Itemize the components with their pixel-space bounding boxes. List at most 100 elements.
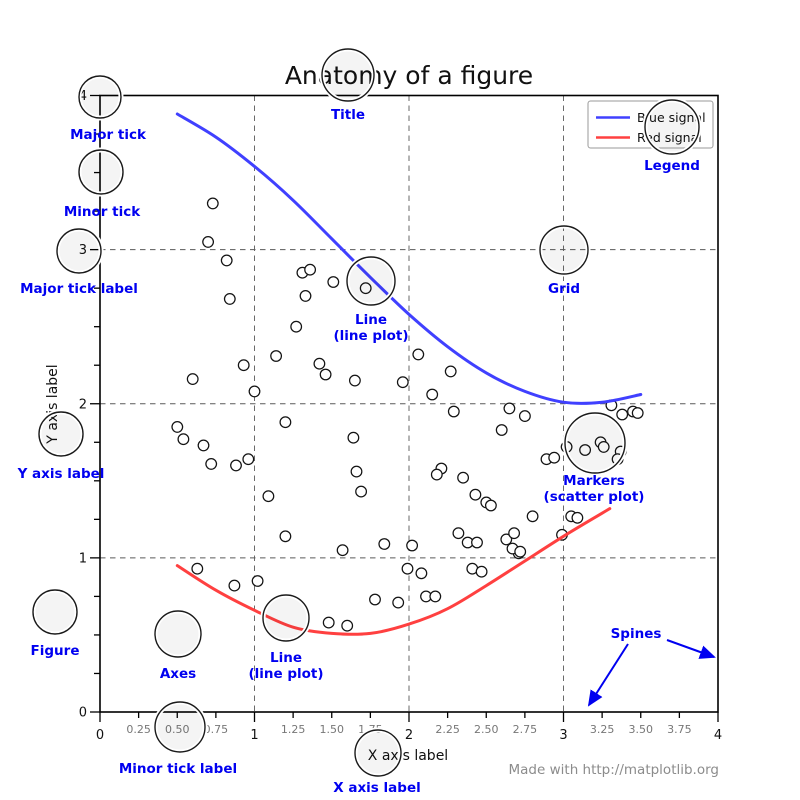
scatter-point: [430, 468, 443, 481]
annotation-circle: [38, 411, 84, 457]
x-minor-tick-label: 2.25: [435, 723, 460, 736]
legend-box: Blue signal Red signal: [587, 100, 714, 149]
scatter-point: [322, 616, 335, 629]
scatter-point: [469, 488, 482, 501]
annotation-label: (line plot): [248, 666, 323, 682]
x-major-tick-label: 4: [714, 728, 722, 743]
annotation-axes: Axes: [152, 608, 204, 682]
y-major-tick-label: 4: [79, 89, 87, 104]
annotation-minor-tick-label: Minor tick label: [119, 699, 237, 777]
annotation-title: Title: [319, 46, 377, 123]
y-major-tick-label: 1: [79, 551, 87, 566]
annotation-circle: [346, 256, 396, 306]
x-minor-tick-label: 2.75: [513, 723, 538, 736]
annotation-label: Line: [355, 312, 387, 328]
annotation-label: Legend: [644, 158, 700, 174]
annotation-label: Figure: [31, 643, 80, 659]
axis-ticks: [90, 94, 719, 722]
y-major-tick-label: 0: [79, 706, 87, 721]
scatter-point: [171, 420, 184, 433]
annotation-label: Markers: [563, 473, 625, 489]
scatter-point: [237, 359, 250, 372]
scatter-point: [270, 350, 283, 362]
scatter-point: [290, 320, 303, 333]
spines-arrow: [666, 639, 716, 659]
x-axis-label-text: X axis label: [368, 748, 448, 764]
annotation-circle: [644, 99, 700, 155]
annotation-line-lower: Line(line plot): [248, 592, 324, 682]
x-minor-tick-label: 0.25: [126, 723, 151, 736]
x-minor-tick-label: 2.50: [474, 723, 499, 736]
x-minor-tick-label: 3.75: [667, 723, 692, 736]
annotation-circle: [154, 610, 202, 658]
scatter-point: [447, 405, 460, 418]
annotation-grid: Grid: [537, 223, 591, 297]
annotation-label: Minor tick: [64, 204, 141, 220]
annotation-x-axis-label: X axis label: [333, 727, 421, 796]
annotation-major-tick-label: Major tick label: [20, 226, 138, 297]
x-minor-tick-label: 0.50: [165, 723, 190, 736]
scatter-point: [205, 457, 218, 470]
scatter-point: [526, 510, 539, 523]
scatter-point: [514, 545, 527, 558]
scatter-point: [508, 527, 521, 540]
y-axis-label-text: Y axis label: [45, 364, 61, 444]
red-signal-line: [175, 507, 612, 636]
scatter-point: [426, 388, 439, 401]
scatter-point: [313, 357, 326, 370]
legend-entry-label: Red signal: [637, 130, 702, 145]
x-minor-tick-label: 0.75: [204, 723, 229, 736]
scatter-point: [597, 440, 610, 453]
annotation-circle: [78, 75, 122, 119]
scatter-point: [579, 444, 592, 456]
annotation-label: Major tick label: [20, 281, 138, 297]
scatter-point: [412, 348, 425, 361]
scatter-point: [355, 485, 368, 498]
scatter-point: [319, 368, 332, 381]
x-minor-tick-label: 1.50: [320, 723, 345, 736]
scatter-point: [452, 527, 465, 540]
scatter-point: [475, 565, 488, 578]
x-minor-tick-label: 3.25: [590, 723, 615, 736]
scatter-point: [415, 567, 428, 580]
axes-spines: [99, 94, 719, 713]
scatter-point: [228, 579, 241, 592]
annotation-circle: [321, 48, 375, 102]
scatter-point: [471, 536, 483, 549]
scatter-point: [457, 471, 470, 484]
scatter-point: [186, 373, 199, 386]
annotation-label: Axes: [160, 666, 196, 682]
annotation-circle: [564, 412, 626, 474]
x-major-tick-label: 3: [559, 728, 567, 743]
scatter-point: [378, 538, 391, 550]
annotation-label: Y axis label: [17, 466, 105, 482]
x-minor-tick-label: 3.50: [629, 723, 654, 736]
annotation-y-axis-label: Y axis label: [17, 409, 105, 482]
credit-text: Made with http://matplotlib.org: [509, 762, 719, 778]
annotation-circle: [78, 149, 124, 195]
scatter-point: [571, 511, 584, 524]
scatter-point: [495, 424, 508, 436]
scatter-point: [177, 433, 190, 446]
scatter-point: [359, 282, 372, 295]
y-major-tick-label: 2: [79, 397, 87, 412]
annotation-figure: Figure: [30, 587, 80, 659]
x-major-tick-label: 1: [250, 728, 258, 743]
y-major-tick-label: 3: [79, 243, 87, 258]
scatter-point: [191, 562, 204, 575]
annotation-label: Spines: [611, 626, 662, 642]
annotation-label: Major tick: [70, 127, 147, 143]
annotation-label: (scatter plot): [544, 489, 645, 505]
scatter-point: [401, 562, 414, 575]
scatter-point: [220, 254, 233, 267]
scatter-point: [484, 499, 497, 512]
scatter-point: [197, 439, 210, 452]
scatter-point: [616, 408, 629, 421]
spines-arrow: [587, 643, 629, 707]
annotation-line-upper: Line(line plot): [333, 254, 409, 344]
scatter-point: [518, 410, 531, 423]
scatter-point: [262, 490, 275, 503]
scatter-point: [251, 575, 264, 587]
annotation-circle: [262, 594, 310, 642]
